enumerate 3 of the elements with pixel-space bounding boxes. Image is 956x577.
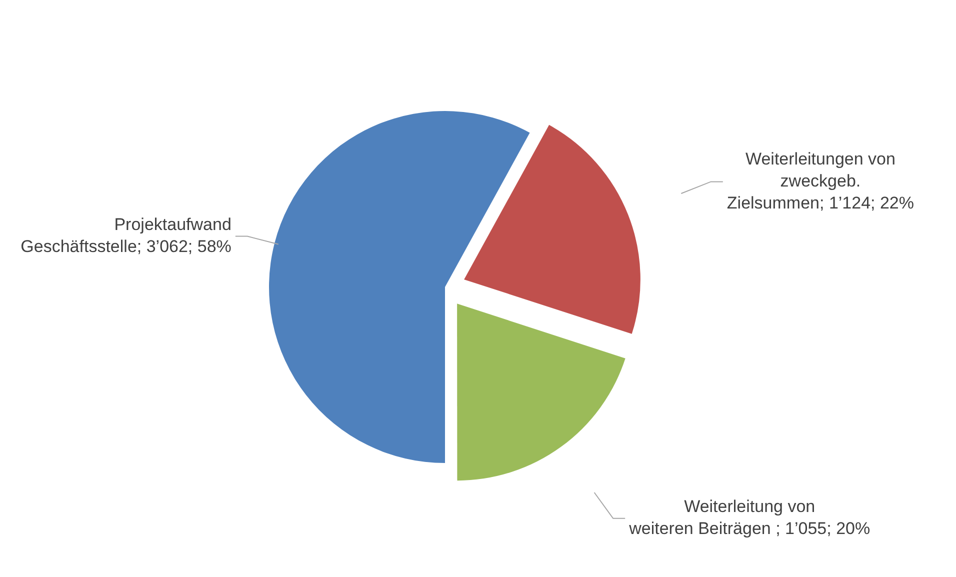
slice-label: Weiterleitungen von zweckgeb. Zielsummen; 1’124; 22% <box>726 149 914 212</box>
slice-label: Projektaufwand Geschäftsstelle; 3’062; 58% <box>20 214 232 256</box>
slice-label: Weiterleitung von weiteren Beiträgen ; 1’055; 20% <box>628 497 870 538</box>
